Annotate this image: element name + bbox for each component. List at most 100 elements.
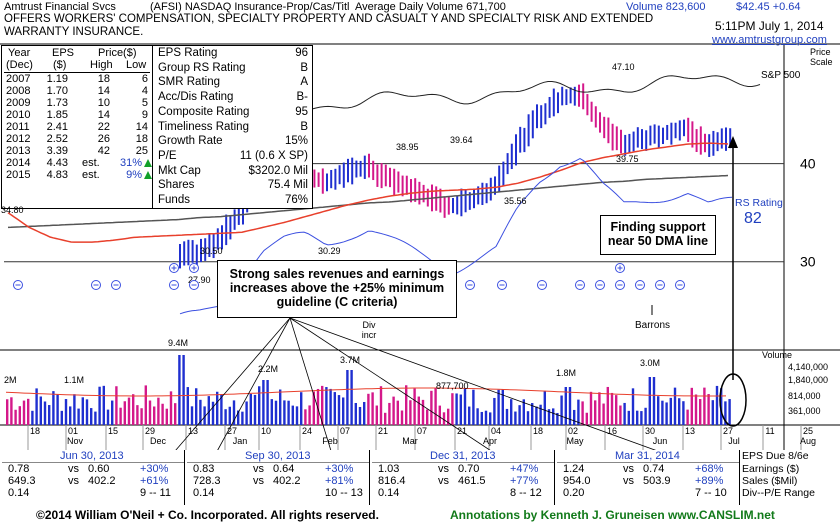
rs-rating-label: RS Rating — [735, 197, 783, 209]
volume-bar — [724, 401, 727, 425]
volume-tick-label: 361,000 — [788, 406, 821, 416]
volume-point-label: 1.1M — [64, 375, 84, 385]
volume-bar — [430, 390, 433, 425]
volume-bar — [94, 411, 97, 425]
volume-bar — [367, 393, 370, 425]
col-eps-sub: ($) — [53, 59, 67, 71]
volume-bar — [484, 410, 488, 425]
est-growth: 9% — [126, 169, 142, 181]
volume-bar — [39, 396, 42, 425]
x-month-label: Jan — [233, 436, 248, 446]
dma200-line — [7, 174, 729, 229]
support-callout: Finding support near 50 DMA line — [600, 215, 716, 255]
volume-bar — [547, 409, 551, 425]
volume-bar — [325, 387, 328, 425]
volume-bar — [589, 391, 593, 425]
volume-bar — [199, 399, 202, 425]
volume-bar — [333, 392, 336, 425]
eps-pct: +30% — [325, 463, 354, 475]
dma50-line — [7, 142, 729, 243]
volume-bar — [694, 394, 698, 425]
eps-cell: 1.19 — [46, 73, 68, 85]
quarter-date: Jun 30, 2013 — [60, 450, 124, 462]
up-triangle-icon — [144, 159, 152, 167]
volume-bar — [119, 407, 122, 425]
volume-bar — [661, 400, 664, 425]
volume-bar — [413, 388, 416, 425]
volume-bar — [720, 388, 723, 425]
volume-bar — [711, 400, 714, 425]
rating-value: $3202.0 Mil — [248, 164, 308, 177]
volume-bar — [81, 397, 84, 425]
low-cell: 5 — [141, 97, 148, 109]
volume-bar — [715, 385, 719, 425]
eps-pct: +68% — [695, 463, 724, 475]
x-day-label: 04 — [491, 426, 501, 436]
volume-bar — [157, 397, 160, 425]
volume-bar — [400, 410, 404, 425]
eps-current: 0.83 — [193, 463, 215, 475]
div-pe-label: Div--P/E Range — [742, 487, 815, 499]
volume-bar — [337, 395, 341, 425]
volume-bar — [598, 392, 601, 425]
sales-pct: +77% — [510, 475, 539, 487]
rating-label: Growth Rate — [158, 135, 223, 148]
volume-bar — [535, 406, 538, 425]
website-link[interactable]: www.amtrustgroup.com — [712, 34, 827, 46]
volume-bar — [258, 386, 261, 425]
volume-bar — [602, 403, 605, 425]
volume-bar — [190, 406, 194, 425]
eps-vs: vs — [68, 463, 79, 475]
volume-bar — [304, 409, 307, 425]
volume-bar — [10, 397, 13, 425]
eps-cell: 2.52 — [46, 133, 68, 145]
eps-prior: 0.70 — [458, 463, 480, 475]
x-day-label: 02 — [568, 426, 578, 436]
sales-current: 728.3 — [193, 475, 221, 487]
volume-bar — [144, 385, 147, 425]
volume-bar — [132, 394, 135, 425]
volume-bar — [388, 402, 391, 425]
rating-value: 96 — [295, 47, 308, 59]
quarter-date: Mar 31, 2014 — [615, 450, 680, 462]
callout-pointer — [289, 317, 711, 471]
volume-point-label: 3.0M — [640, 358, 660, 368]
price-scale-label: Price Scale — [810, 47, 833, 67]
quarterly-panel: Jun 30, 2013 0.78 vs 0.60 +30% 649.3 vs 402.2 +6… — [0, 450, 840, 505]
volume-bar — [329, 388, 332, 425]
volume-bar — [22, 400, 26, 425]
x-day-label: 07 — [340, 426, 350, 436]
volume-bar — [518, 405, 521, 425]
rating-value: 75.4 Mil — [267, 179, 308, 192]
volume-bar — [564, 387, 567, 425]
rating-label: Timeliness Rating — [158, 120, 249, 133]
year-cell: 2008 — [6, 85, 31, 97]
earnings-label: Earnings ($) — [742, 463, 800, 475]
volume-bar — [606, 386, 609, 425]
price-point-label: 30.50 — [200, 246, 223, 256]
volume-bar — [728, 399, 731, 425]
div-value: 0.14 — [8, 487, 30, 499]
sales-prior: 503.9 — [643, 475, 671, 487]
volume-point-label: 1.8M — [556, 368, 576, 378]
volume-bar — [636, 410, 639, 425]
volume-bar — [501, 389, 504, 425]
volume-bar — [90, 408, 93, 425]
volume-bar — [300, 392, 303, 425]
volume-bar — [678, 398, 681, 425]
low-cell: 14 — [135, 121, 148, 133]
volume-bar — [64, 399, 68, 425]
sales-current: 954.0 — [563, 475, 591, 487]
rating-label: SMR Rating — [158, 76, 220, 89]
volume-bar — [140, 408, 143, 425]
volume-bar — [312, 391, 315, 425]
copyright: ©2014 William O'Neil + Co. Incorporated.… — [36, 508, 379, 522]
x-day-label: 13 — [685, 426, 695, 436]
volume-tick-label: 1,840,000 — [788, 375, 828, 385]
barrons-label: Barrons — [635, 320, 671, 331]
fundamentals-panel: Year (Dec) EPS ($) Price($) High Low 200… — [1, 45, 313, 209]
volume-bar — [6, 399, 9, 425]
volume-point-label: 2M — [4, 375, 17, 385]
price-point-label: 35.56 — [504, 196, 527, 206]
up-triangle-icon — [144, 171, 152, 179]
